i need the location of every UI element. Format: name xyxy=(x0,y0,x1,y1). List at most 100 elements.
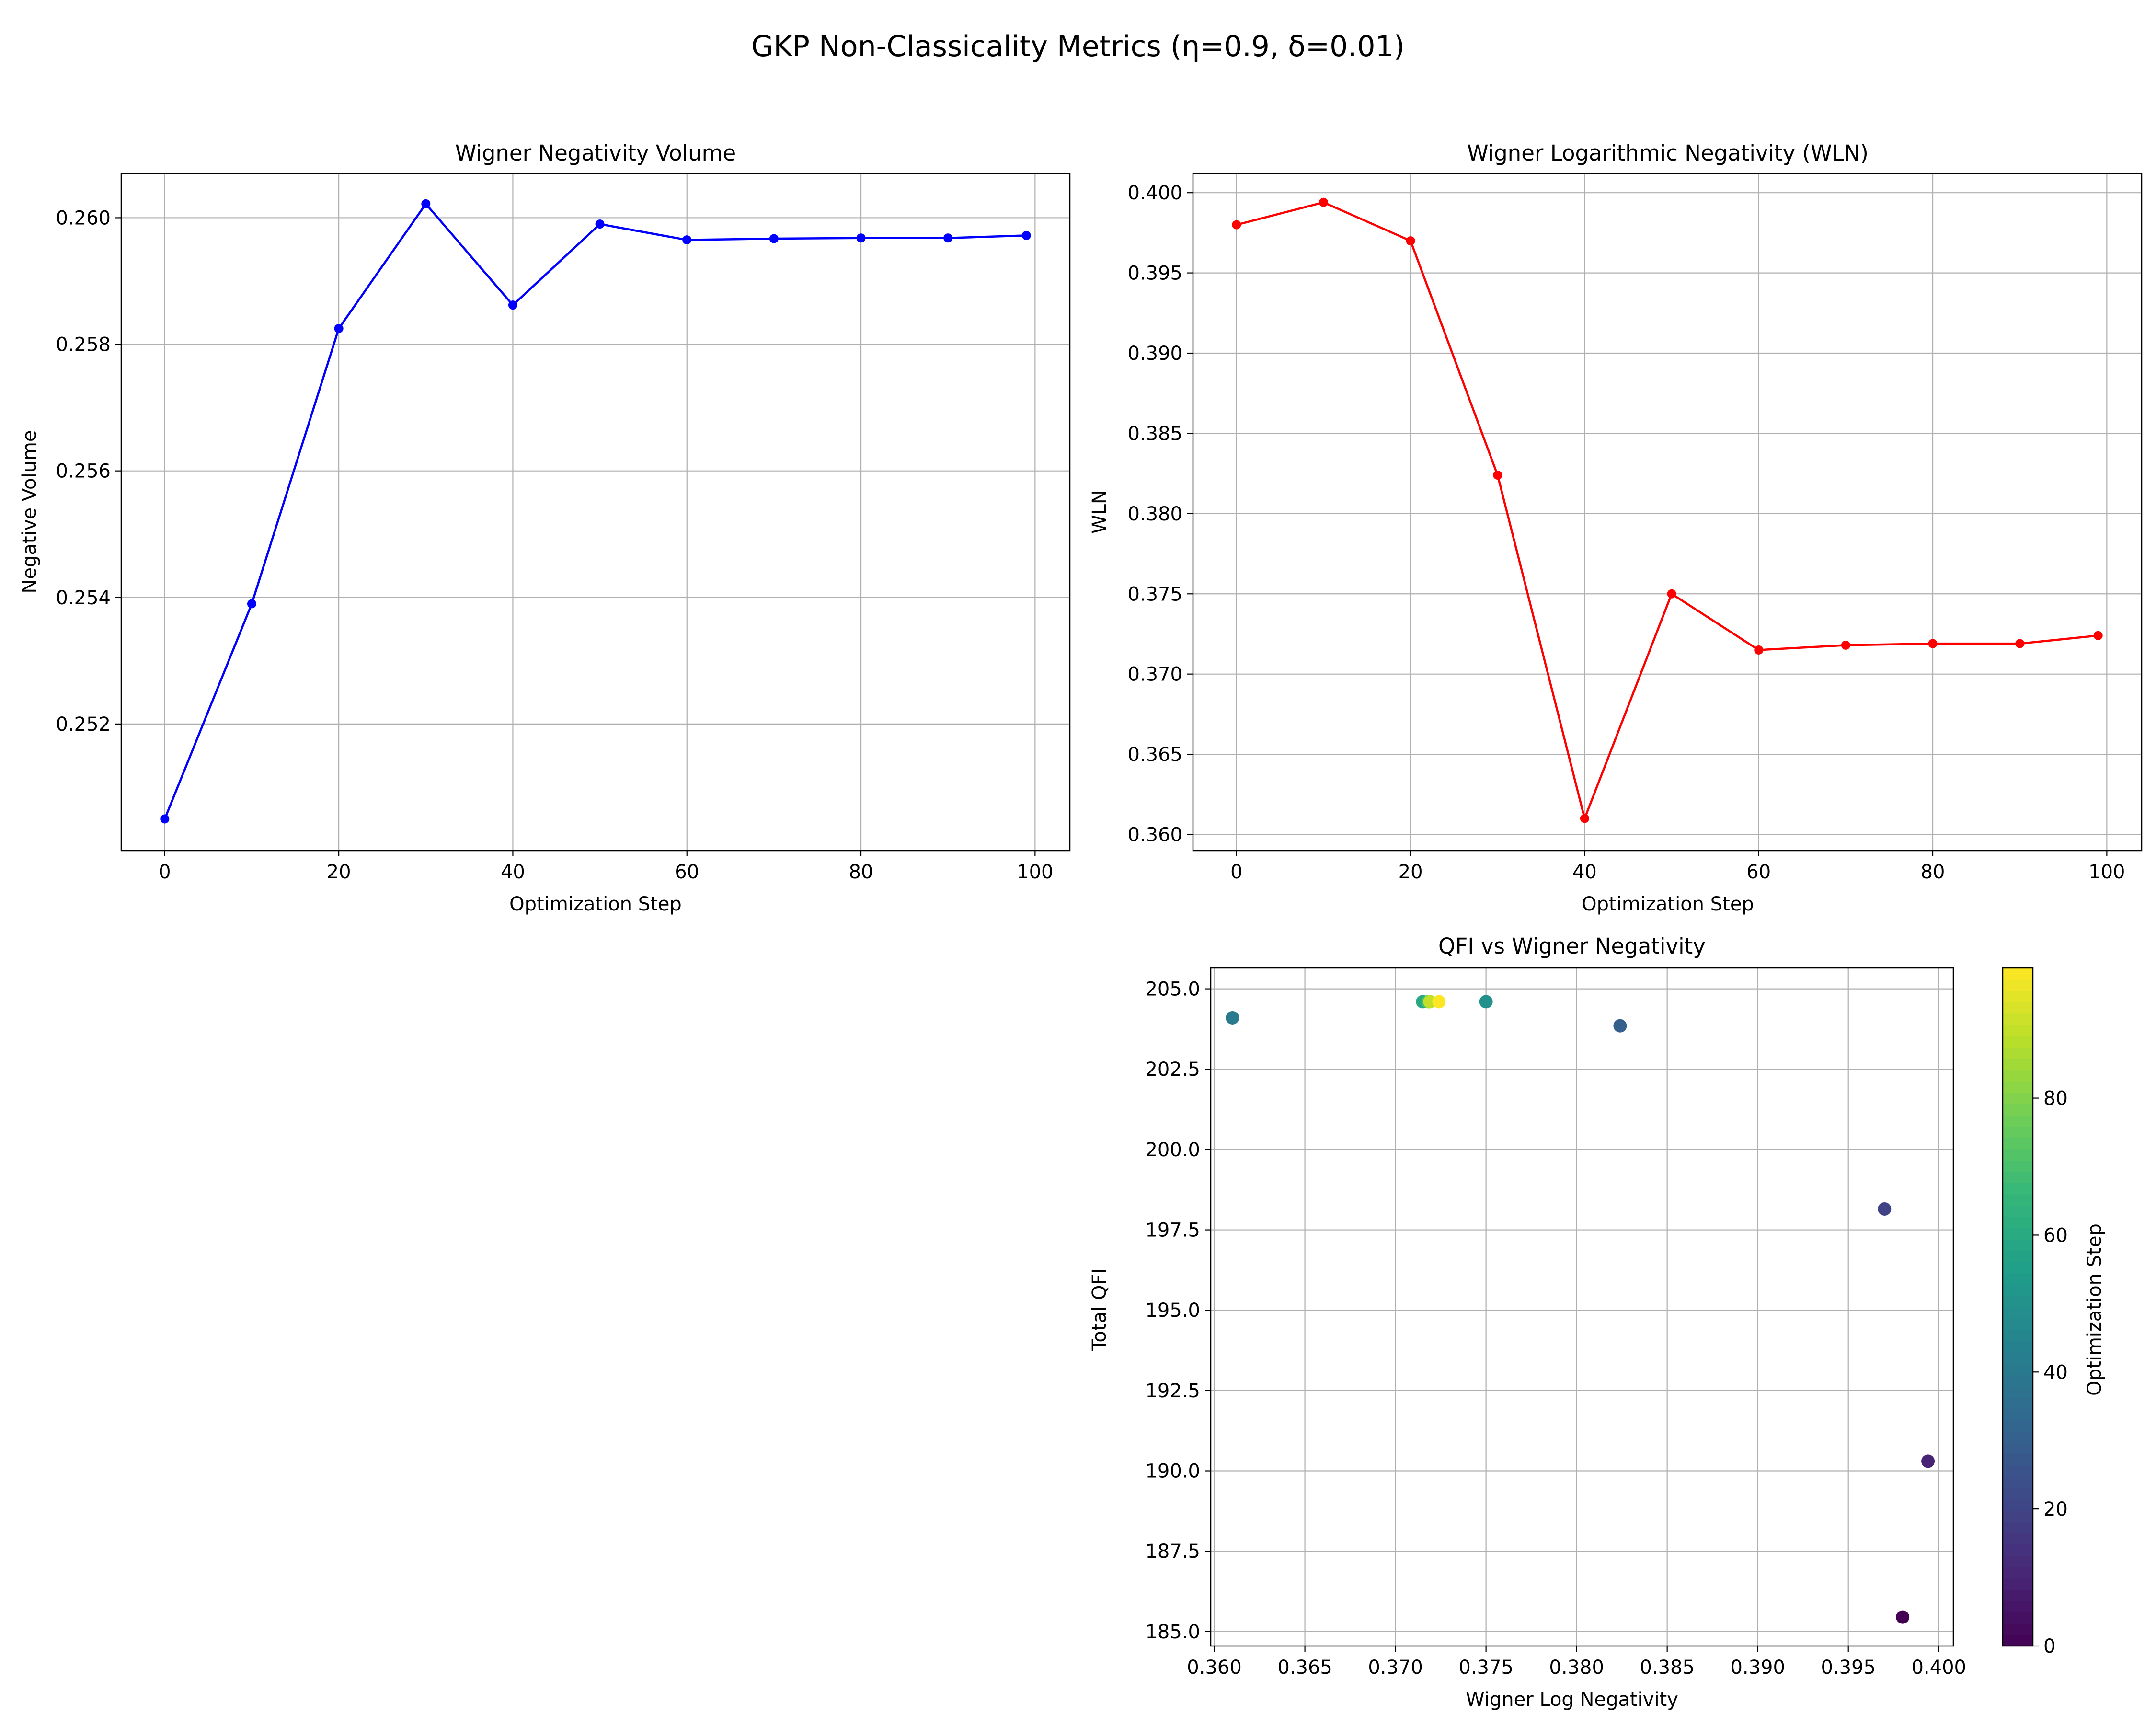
scatter-point xyxy=(1896,1610,1910,1624)
colorbar-segment xyxy=(2003,1499,2033,1511)
data-point xyxy=(595,219,605,229)
axes-frame xyxy=(120,173,1071,852)
x-tick-label: 0.380 xyxy=(1549,1657,1604,1679)
y-tick-label: 205.0 xyxy=(1145,979,1200,1001)
data-point xyxy=(682,235,692,245)
colorbar-segment xyxy=(2003,1137,2033,1150)
x-axis-label: Wigner Log Negativity xyxy=(1466,1689,1678,1711)
x-tick-label: 100 xyxy=(2088,861,2125,883)
colorbar-segment xyxy=(2003,1183,2033,1195)
data-point xyxy=(943,233,953,243)
y-tick-label: 195.0 xyxy=(1145,1300,1200,1322)
y-tick-label: 0.390 xyxy=(1127,343,1182,365)
y-tick-label: 0.360 xyxy=(1127,824,1182,846)
scatter-point xyxy=(1878,1202,1892,1216)
y-tick-label: 0.252 xyxy=(56,714,111,736)
colorbar-segment xyxy=(2003,1058,2033,1071)
y-tick-label: 200.0 xyxy=(1145,1139,1200,1161)
data-point xyxy=(856,233,866,243)
colorbar-segment xyxy=(2003,1386,2033,1398)
x-tick-label: 80 xyxy=(1921,861,1945,883)
data-point xyxy=(769,234,779,243)
colorbar-segment xyxy=(2003,1205,2033,1217)
y-axis-label: WLN xyxy=(1089,490,1111,534)
axes-frame xyxy=(1210,967,1954,1647)
colorbar-segment xyxy=(2003,1092,2033,1104)
y-tick-label: 0.258 xyxy=(56,334,111,356)
colorbar-segment xyxy=(2003,1194,2033,1206)
colorbar-segment xyxy=(2003,1442,2033,1455)
data-point xyxy=(1580,814,1589,823)
data-point xyxy=(247,599,256,609)
data-point xyxy=(1841,640,1850,650)
y-axis-label: Negative Volume xyxy=(19,430,41,594)
colorbar-segment xyxy=(2003,1420,2033,1432)
colorbar-segment xyxy=(2003,1047,2033,1059)
scatter-point xyxy=(1226,1011,1239,1025)
colorbar-segment xyxy=(2003,1262,2033,1274)
x-tick-label: 0 xyxy=(159,861,171,883)
colorbar-segment xyxy=(2003,1070,2033,1082)
colorbar-segment xyxy=(2003,1284,2033,1296)
data-point xyxy=(1928,639,1938,648)
data-point xyxy=(1319,197,1328,207)
colorbar-segment xyxy=(2003,1341,2033,1353)
data-point xyxy=(334,324,344,334)
x-tick-label: 0.385 xyxy=(1640,1657,1695,1679)
data-point xyxy=(1667,589,1676,599)
colorbar-segment xyxy=(2003,1635,2033,1646)
x-tick-label: 100 xyxy=(1017,861,1053,883)
colorbar-segment xyxy=(2003,1623,2033,1635)
x-tick-label: 60 xyxy=(1746,861,1771,883)
colorbar-tick-label: 40 xyxy=(2043,1361,2068,1383)
data-point xyxy=(1406,236,1415,246)
panel-title: QFI vs Wigner Negativity xyxy=(1438,933,1706,959)
colorbar-segment xyxy=(2003,1318,2033,1330)
y-tick-label: 190.0 xyxy=(1145,1461,1200,1483)
colorbar-segment xyxy=(2003,1600,2033,1613)
x-tick-label: 0 xyxy=(1230,861,1242,883)
data-point xyxy=(1493,470,1502,480)
data-point xyxy=(1021,230,1031,240)
x-tick-label: 0.365 xyxy=(1277,1657,1332,1679)
colorbar-segment xyxy=(2003,1002,2033,1014)
x-axis-label: Optimization Step xyxy=(509,893,682,915)
y-tick-label: 0.375 xyxy=(1127,583,1182,605)
x-tick-label: 40 xyxy=(1572,861,1597,883)
y-tick-label: 0.365 xyxy=(1127,744,1182,766)
data-point xyxy=(2093,631,2103,640)
colorbar-segment xyxy=(2003,1431,2033,1443)
colorbar-segment xyxy=(2003,1408,2033,1421)
colorbar-segment xyxy=(2003,1510,2033,1522)
colorbar-segment xyxy=(2003,1013,2033,1025)
colorbar-segment xyxy=(2003,1533,2033,1545)
data-point xyxy=(1232,220,1241,230)
colorbar-segment xyxy=(2003,1250,2033,1263)
colorbar-segment xyxy=(2003,1024,2033,1036)
colorbar-segment xyxy=(2003,1352,2033,1364)
colorbar-segment xyxy=(2003,1465,2033,1477)
series-line xyxy=(1236,201,2099,822)
scatter-point xyxy=(1921,1454,1935,1468)
colorbar-segment xyxy=(2003,1307,2033,1319)
x-tick-label: 0.400 xyxy=(1911,1657,1966,1679)
colorbar-tick-label: 80 xyxy=(2043,1088,2068,1110)
colorbar-segment xyxy=(2003,1589,2033,1601)
panel-title: Wigner Negativity Volume xyxy=(455,140,736,166)
colorbar-segment xyxy=(2003,1160,2033,1172)
negativity-volume-panel: Wigner Negativity Volume Optimization St… xyxy=(19,140,1071,915)
wln-panel: Wigner Logarithmic Negativity (WLN) Opti… xyxy=(1089,140,2143,915)
x-tick-label: 0.395 xyxy=(1821,1657,1876,1679)
x-tick-label: 20 xyxy=(1399,861,1423,883)
panel-title: Wigner Logarithmic Negativity (WLN) xyxy=(1467,140,1869,166)
axes-frame xyxy=(1192,173,2143,852)
y-tick-label: 0.395 xyxy=(1127,263,1182,285)
x-tick-label: 0.390 xyxy=(1730,1657,1785,1679)
colorbar-segment xyxy=(2003,1544,2033,1556)
y-tick-label: 197.5 xyxy=(1145,1220,1200,1242)
colorbar-segment xyxy=(2003,1273,2033,1285)
colorbar-segment xyxy=(2003,1115,2033,1127)
x-tick-label: 20 xyxy=(327,861,351,883)
